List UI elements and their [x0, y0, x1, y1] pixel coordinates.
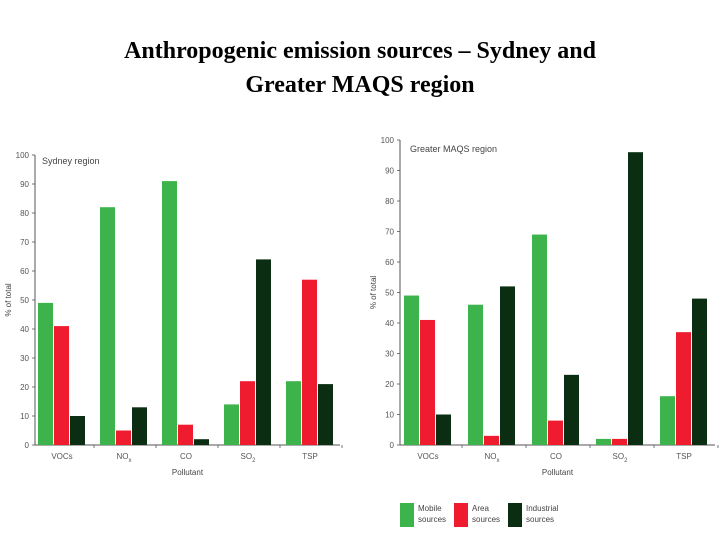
legend-label-industrial-line2: sources	[526, 515, 554, 524]
legend-label-area-line2: sources	[472, 515, 500, 524]
y-tick-label: 80	[385, 197, 394, 206]
y-tick-label: 90	[20, 180, 29, 189]
slide-title-line-2: Greater MAQS region	[245, 72, 475, 98]
y-tick-label: 50	[385, 289, 394, 298]
legend-swatch-area	[454, 503, 468, 527]
y-tick-label: 100	[381, 136, 395, 145]
x-tick-label: VOCs	[51, 452, 72, 461]
bar-industrial-nox	[132, 407, 147, 445]
legend-label-mobile-line2: sources	[418, 515, 446, 524]
bar-mobile-co	[532, 234, 547, 445]
bar-area-tsp	[676, 332, 691, 445]
bar-area-co	[178, 424, 193, 445]
bar-mobile-co	[162, 181, 177, 445]
y-tick-label: 30	[385, 350, 394, 359]
bar-mobile-vocs	[404, 295, 419, 445]
chart-legend: Mobile sources Area sources Industrial source…	[400, 503, 559, 527]
y-tick-label: 90	[385, 167, 394, 176]
legend-swatch-industrial	[508, 503, 522, 527]
bar-industrial-nox	[500, 286, 515, 445]
bar-mobile-so2	[596, 438, 611, 445]
y-tick-label: 60	[385, 258, 394, 267]
bar-mobile-nox	[468, 304, 483, 445]
bar-area-co	[548, 420, 563, 445]
x-tick-label: SO2	[241, 452, 257, 464]
bar-industrial-so2	[256, 259, 271, 445]
greater-maqs-region-chart: 0 10 20 30 40 50 60 70 80 90 100 Greater MAQS regio…	[369, 136, 719, 477]
x-axis-label: Pollutant	[542, 468, 574, 477]
x-tick-label: NOx	[485, 452, 500, 464]
bar-area-tsp	[302, 279, 317, 445]
y-tick-label: 60	[20, 267, 29, 276]
bar-industrial-vocs	[436, 414, 451, 445]
legend-swatch-mobile	[400, 503, 414, 527]
y-tick-label: 0	[390, 441, 395, 450]
bar-area-so2	[240, 381, 255, 445]
y-axis-label: % of total	[4, 283, 13, 317]
slide-title-line-1: Anthropogenic emission sources – Sydney …	[124, 38, 596, 64]
y-tick-label: 10	[20, 412, 29, 421]
bar-industrial-co	[564, 374, 579, 445]
y-tick-label: 0	[25, 441, 30, 450]
bar-area-nox	[116, 430, 131, 445]
panel-title: Greater MAQS region	[410, 144, 497, 154]
bar-mobile-so2	[224, 404, 239, 445]
bar-area-vocs	[420, 319, 435, 445]
bar-mobile-nox	[100, 207, 115, 445]
y-tick-label: 20	[20, 383, 29, 392]
bar-mobile-tsp	[660, 396, 675, 445]
y-tick-label: 70	[385, 228, 394, 237]
x-tick-label: CO	[550, 452, 562, 461]
x-tick-label: TSP	[676, 452, 692, 461]
bar-mobile-tsp	[286, 381, 301, 445]
y-tick-label: 20	[385, 380, 394, 389]
bar-industrial-so2	[628, 152, 643, 445]
slide-title: Anthropogenic emission sources – Sydney …	[0, 34, 720, 102]
y-tick-label: 40	[20, 325, 29, 334]
legend-label-mobile: Mobile	[418, 504, 442, 513]
y-axis-label: % of total	[369, 276, 378, 310]
x-tick-label: SO2	[613, 452, 629, 464]
y-tick-label: 50	[20, 296, 29, 305]
x-tick-label: NOx	[117, 452, 132, 464]
y-tick-label: 30	[20, 354, 29, 363]
bar-area-vocs	[54, 326, 69, 445]
legend-label-area: Area	[472, 504, 489, 513]
panel-title: Sydney region	[42, 156, 100, 166]
sydney-region-chart: 0 10 20 30 40 50 60 70 80 90 100 Sydney region % of …	[4, 151, 343, 477]
bar-industrial-co	[194, 439, 209, 445]
y-tick-label: 40	[385, 319, 394, 328]
y-tick-label: 80	[20, 209, 29, 218]
bar-industrial-vocs	[70, 416, 85, 445]
x-tick-label: TSP	[302, 452, 318, 461]
legend-label-industrial: Industrial	[526, 504, 559, 513]
bar-industrial-tsp	[318, 384, 333, 445]
bar-area-so2	[612, 438, 627, 445]
bar-mobile-vocs	[38, 302, 53, 445]
x-tick-label: CO	[180, 452, 192, 461]
x-axis-label: Pollutant	[172, 468, 204, 477]
y-tick-label: 100	[16, 151, 30, 160]
bar-industrial-tsp	[692, 298, 707, 445]
y-tick-label: 70	[20, 238, 29, 247]
y-tick-label: 10	[385, 411, 394, 420]
bar-area-nox	[484, 435, 499, 445]
x-tick-label: VOCs	[417, 452, 438, 461]
